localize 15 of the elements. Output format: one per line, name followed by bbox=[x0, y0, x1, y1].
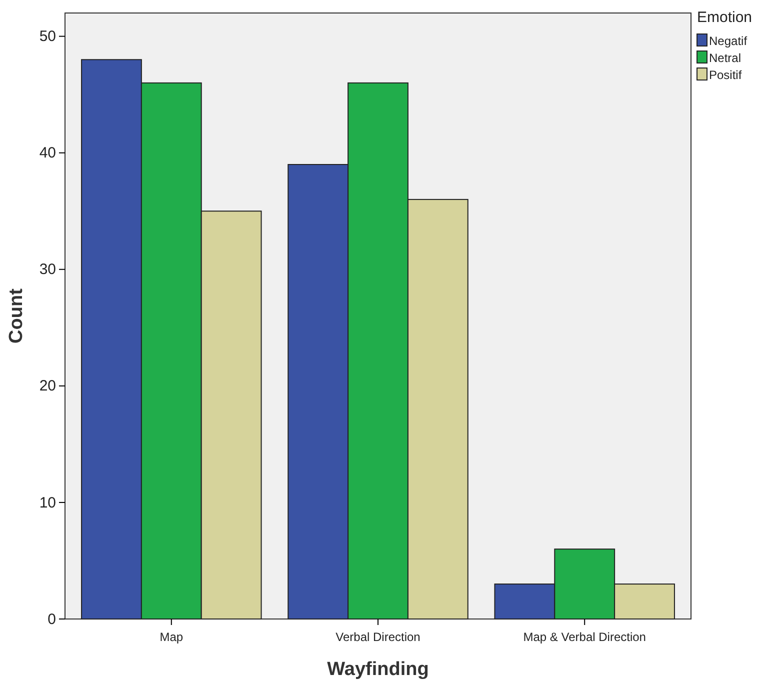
x-tick-label: Map & Verbal Direction bbox=[523, 630, 646, 644]
y-tick-label: 0 bbox=[48, 610, 56, 628]
x-tick-label: Verbal Direction bbox=[336, 630, 420, 644]
legend-label: Negatif bbox=[709, 34, 748, 48]
y-axis-title: Count bbox=[6, 288, 27, 344]
legend-title: Emotion bbox=[697, 9, 752, 26]
legend-label: Netral bbox=[709, 51, 742, 65]
y-tick-label: 10 bbox=[39, 494, 56, 512]
y-tick-label: 50 bbox=[39, 28, 56, 46]
y-tick-label: 20 bbox=[39, 378, 56, 395]
y-tick-label: 40 bbox=[39, 144, 56, 162]
x-axis-title: Wayfinding bbox=[327, 659, 429, 680]
x-tick-label: Map bbox=[160, 630, 184, 644]
legend-label: Positif bbox=[709, 68, 742, 82]
y-tick-label: 30 bbox=[39, 261, 56, 278]
